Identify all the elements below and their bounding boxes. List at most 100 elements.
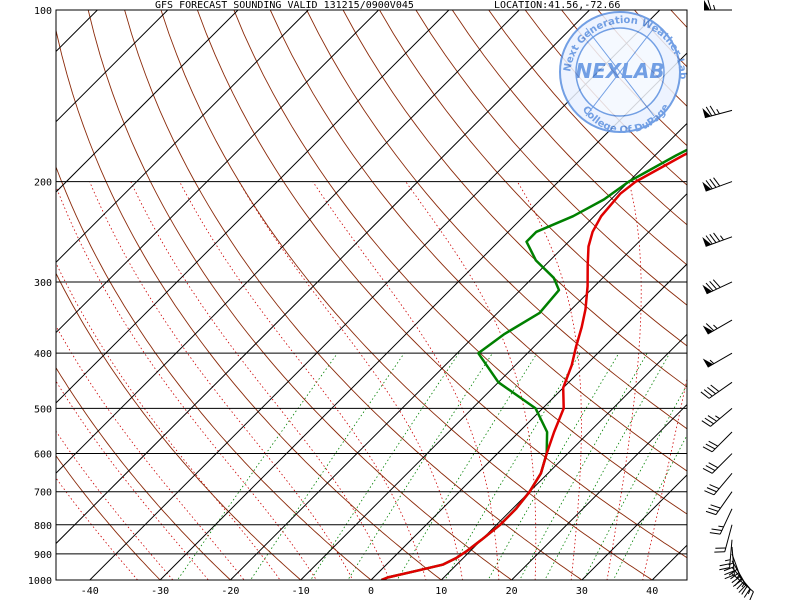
wind-barb <box>704 473 733 496</box>
wind-barb-flag <box>709 233 717 243</box>
wind-barb-pennant <box>702 181 712 192</box>
wind-barb-flag <box>700 391 710 399</box>
moist-adiabat <box>516 181 582 580</box>
wind-barb <box>705 491 733 516</box>
isotherm-line <box>56 10 520 474</box>
mixing-ratio-line <box>250 352 405 580</box>
temperature-tick-labels: -40 -30 -20 -10 0 10 20 30 40 <box>81 586 658 597</box>
isotherm-line <box>230 122 687 580</box>
wind-barb-flag <box>709 178 717 188</box>
wind-barb-flag <box>705 106 713 117</box>
dry-adiabat <box>451 10 687 266</box>
pressure-tick-label: 800 <box>34 521 52 532</box>
moist-adiabat <box>179 181 427 580</box>
temperature-tick-label: 40 <box>646 586 658 597</box>
wind-barb-staff <box>707 352 733 368</box>
dry-adiabat <box>124 10 583 580</box>
chart-title: GFS FORECAST SOUNDING VALID 131215/0900V… <box>155 0 414 11</box>
temperature-tick-label: -10 <box>292 586 310 597</box>
mixing-ratio-lines <box>177 352 687 580</box>
mixing-ratio-line <box>444 352 581 580</box>
wind-barb-flag <box>703 389 713 397</box>
wind-barb-flag <box>710 504 721 509</box>
wind-barb-half <box>709 359 715 365</box>
wind-barb-flag <box>705 443 716 450</box>
isotherm-line <box>0 10 27 580</box>
wind-barb-staff <box>711 431 733 453</box>
wind-barb <box>702 431 733 453</box>
dry-adiabat <box>707 10 800 592</box>
dry-adiabat <box>196 10 687 559</box>
wind-barb-half <box>747 588 751 595</box>
wind-barb-pennant <box>704 0 710 11</box>
wind-barb-staff <box>711 453 733 474</box>
pressure-tick-label: 900 <box>34 550 52 561</box>
wind-barb-flag <box>749 591 754 600</box>
wind-barb <box>702 453 733 474</box>
temperature-tick-label: -40 <box>81 586 99 597</box>
wind-barb-pennant <box>702 284 713 294</box>
nexlab-stamp: Next Generation Weather Lab College Of D… <box>559 11 688 136</box>
wind-barb-half <box>741 582 746 588</box>
wind-barb-flag <box>706 487 717 493</box>
temperature-tick-label: 0 <box>368 586 374 597</box>
wind-barb-flag <box>702 467 713 474</box>
wind-barb-flag <box>712 279 721 288</box>
pressure-tick-label: 500 <box>34 404 52 415</box>
isotherm-line <box>581 474 687 580</box>
dry-adiabat <box>670 10 687 29</box>
pressure-tick-label: 600 <box>34 450 52 461</box>
moist-adiabat <box>56 262 281 580</box>
pressure-tick-label: 1000 <box>28 576 52 587</box>
mixing-ratio-line <box>177 352 338 580</box>
wind-barb-half <box>713 4 716 11</box>
dry-adiabat <box>56 454 161 580</box>
wind-barb-staff <box>724 524 733 552</box>
dry-adiabat <box>87 10 513 580</box>
wind-barb-staff <box>715 491 733 515</box>
wind-barb-flag <box>743 588 751 598</box>
wind-barb <box>702 177 733 192</box>
temperature-trace <box>381 152 687 580</box>
mixing-ratio-line <box>487 352 620 580</box>
mixing-ratio-line <box>519 352 648 580</box>
wind-barb-flag <box>705 465 716 471</box>
mixing-ratio-line <box>310 352 460 580</box>
wind-barb-flag <box>708 440 719 447</box>
wind-barb-flag <box>713 177 721 187</box>
wind-barb-flag <box>701 420 711 427</box>
wind-barb-staff <box>707 319 733 335</box>
isotherm-line <box>56 10 239 193</box>
isotherm-line <box>56 10 379 334</box>
wind-barb-flag <box>707 0 712 11</box>
wind-barb-staff <box>731 573 754 593</box>
temperature-tick-label: 10 <box>435 586 447 597</box>
wind-barb-staff <box>719 508 733 535</box>
wind-barb-staff <box>713 473 733 496</box>
wind-barb-half <box>720 235 724 241</box>
wind-barb-staff <box>708 381 733 399</box>
pressure-tick-label: 400 <box>34 349 52 360</box>
dry-adiabat <box>415 10 687 306</box>
dry-adiabat <box>379 10 687 347</box>
wind-barb-flag <box>709 484 720 490</box>
wind-barb <box>702 279 733 295</box>
wind-barb-flag <box>705 180 713 190</box>
dry-adiabat <box>306 10 687 430</box>
wind-barb-pennant <box>702 358 713 368</box>
wind-barb-pennant <box>702 107 711 118</box>
temperature-tick-label: 20 <box>506 586 518 597</box>
mixing-ratio-line <box>347 352 493 580</box>
isotherm-line <box>56 10 309 264</box>
dry-adiabat <box>56 272 302 580</box>
stamp-logo: NEXLAB <box>575 59 664 83</box>
wind-barb-flag <box>705 510 717 516</box>
wind-barb-flag <box>709 105 717 116</box>
pressure-tick-labels: 100 200 300 400 500 600 700 800 900 1000 <box>28 6 52 587</box>
wind-barb-flag <box>724 574 735 580</box>
isotherm-line <box>723 10 800 580</box>
moist-adiabat <box>56 185 317 580</box>
isotherm-line <box>793 10 800 580</box>
wind-barb-flag <box>707 386 716 395</box>
wind-barb-flag <box>708 507 719 512</box>
